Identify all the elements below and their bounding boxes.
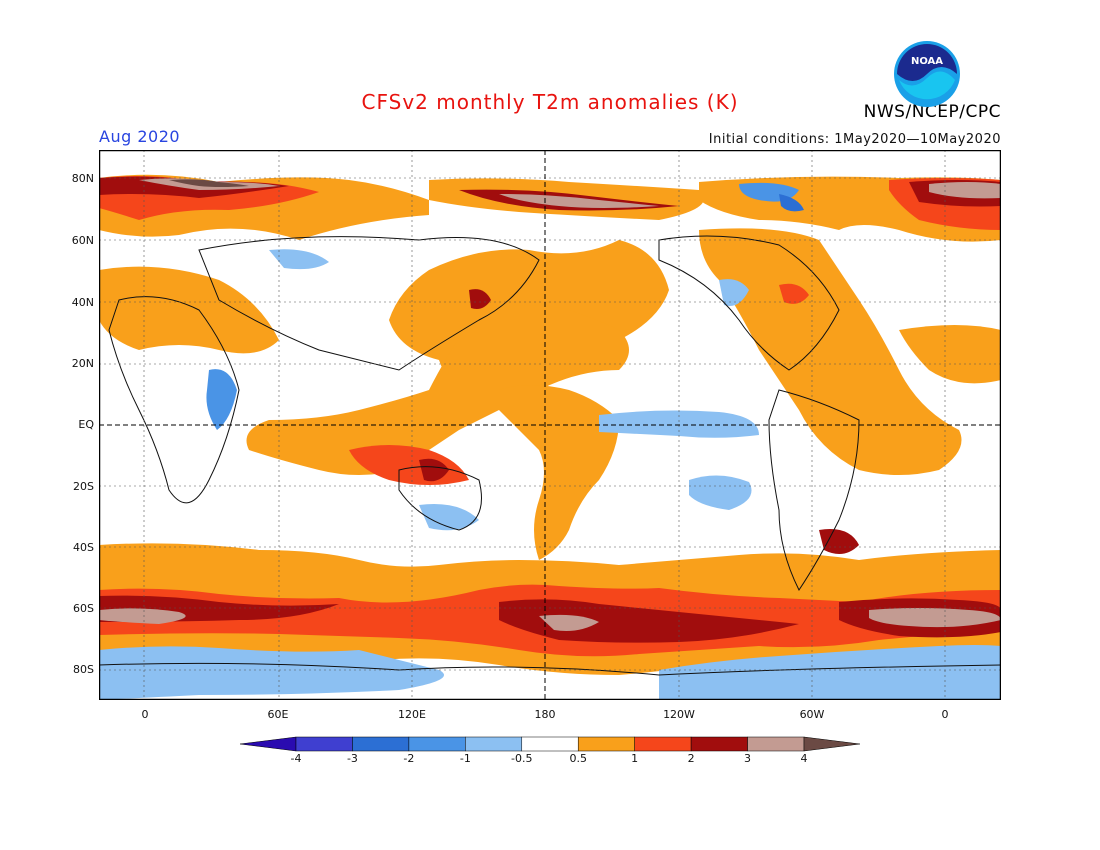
legend-tick-label: -1 xyxy=(459,752,471,765)
legend-tick-label: 4 xyxy=(800,752,808,765)
initial-conditions: Initial conditions: 1May2020—10May2020 xyxy=(708,132,1001,147)
legend-tick-label: 2 xyxy=(687,752,695,765)
lat-label: 40S xyxy=(73,541,94,554)
noaa-logo-icon: NOAA xyxy=(894,41,960,107)
legend-tick-label: -2 xyxy=(403,752,415,765)
color-legend xyxy=(240,736,860,752)
legend-swatch xyxy=(408,736,466,752)
lat-label: 80S xyxy=(73,663,94,676)
lat-label: 60N xyxy=(71,234,94,247)
legend-tick-label: -3 xyxy=(346,752,358,765)
legend-swatch xyxy=(521,736,579,752)
cool-anomaly-patches xyxy=(206,249,759,531)
lon-label: 0 xyxy=(141,708,149,721)
legend-swatch-max xyxy=(803,736,860,752)
legend-swatch xyxy=(352,736,410,752)
legend-tick-label: 0.5 xyxy=(569,752,587,765)
legend-swatch xyxy=(747,736,805,752)
lat-label: 20S xyxy=(73,480,94,493)
legend-tick-label: 3 xyxy=(744,752,752,765)
legend-swatch xyxy=(634,736,692,752)
lon-label: 60E xyxy=(267,708,289,721)
legend-swatch xyxy=(577,736,635,752)
legend-swatch-min xyxy=(240,736,297,752)
lat-label: 60S xyxy=(73,602,94,615)
tropical-anomaly-patches xyxy=(99,228,1001,560)
legend-swatch xyxy=(295,736,353,752)
anomaly-map xyxy=(99,150,1001,700)
antarctic-cool-band xyxy=(99,645,1001,700)
lon-label: 60W xyxy=(799,708,825,721)
legend-tick-label: -0.5 xyxy=(511,752,533,765)
lon-label: 0 xyxy=(941,708,949,721)
arctic-anomaly-band xyxy=(99,174,1001,242)
chart-title: CFSv2 monthly T2m anomalies (K) xyxy=(361,90,739,114)
legend-tick-label: 1 xyxy=(631,752,639,765)
legend-swatch xyxy=(465,736,523,752)
lon-label: 120E xyxy=(398,708,426,721)
legend-tick-label: -4 xyxy=(290,752,302,765)
agency-label: NWS/NCEP/CPC xyxy=(863,102,1001,122)
lon-label: 180 xyxy=(534,708,556,721)
coastlines xyxy=(99,235,1001,676)
lat-label: EQ xyxy=(78,418,94,431)
lat-label: 20N xyxy=(71,357,94,370)
lat-label: 80N xyxy=(71,172,94,185)
southern-ocean-anomaly-band xyxy=(99,543,1001,675)
lat-label: 40N xyxy=(71,296,94,309)
noaa-logo-text: NOAA xyxy=(911,56,943,67)
forecast-month: Aug 2020 xyxy=(99,127,181,146)
legend-swatch xyxy=(690,736,748,752)
lon-label: 120W xyxy=(663,708,695,721)
